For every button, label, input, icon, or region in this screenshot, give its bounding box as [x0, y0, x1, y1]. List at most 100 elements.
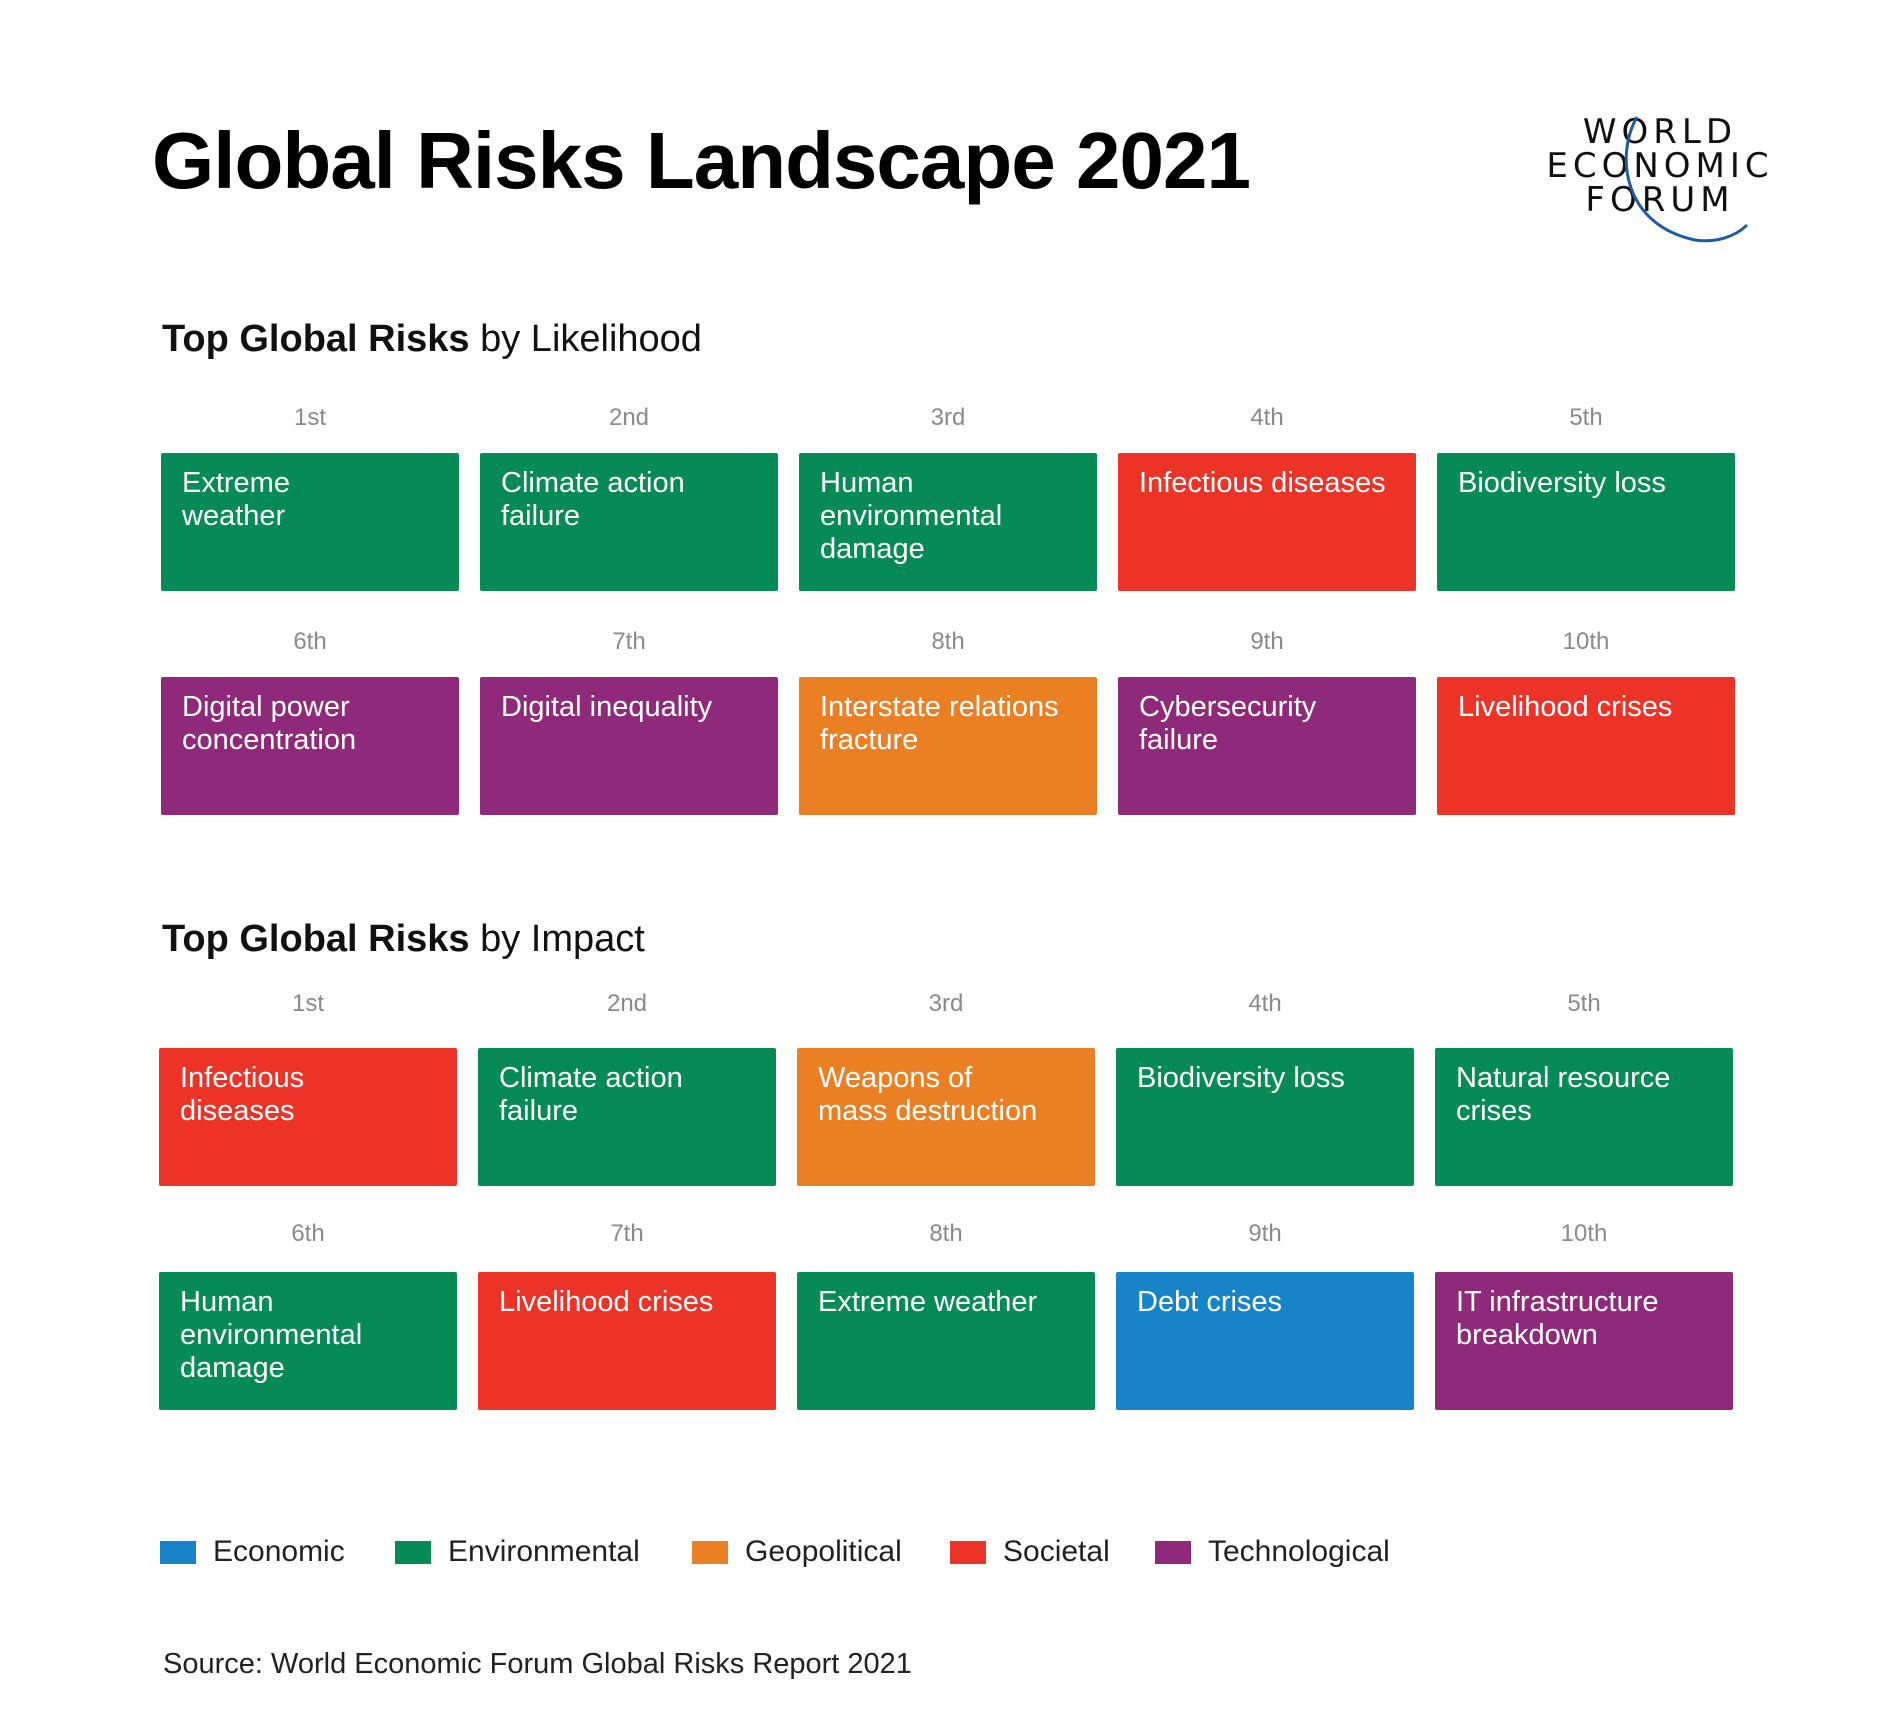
rank-label: 3rd: [930, 404, 966, 431]
logo-line-3: FORUM: [1585, 180, 1735, 220]
risk-label-line: Debt crises: [1137, 1286, 1283, 1318]
risk-label-line: weather: [182, 500, 286, 532]
rank-label: 5th: [1569, 404, 1603, 431]
rank-label: 6th: [291, 1220, 325, 1247]
risk-label-line: Human: [820, 467, 914, 499]
risk-box: Weapons of mass destruction: [797, 1048, 1095, 1186]
rank-label: 2nd: [608, 404, 650, 431]
legend-swatch: [160, 1540, 196, 1564]
risk-label-line: Natural resource: [1456, 1062, 1671, 1094]
risk-label-line: failure: [499, 1095, 578, 1127]
risk-box: Infectious diseases: [159, 1048, 457, 1186]
section-heading-bold: Top Global Risks: [162, 318, 470, 360]
risk-label-line: Climate action: [499, 1062, 683, 1094]
risk-box: Cybersecurity failure: [1118, 677, 1416, 815]
risk-label-line: Livelihood crises: [1458, 691, 1673, 723]
risk-label-line: Biodiversity loss: [1458, 467, 1666, 499]
risk-label-line: breakdown: [1456, 1319, 1598, 1351]
rank-label: 9th: [1250, 628, 1284, 655]
risk-label-line: Digital power: [182, 691, 350, 723]
logo-line-2: ECONOMIC: [1546, 146, 1774, 186]
risk-label-line: diseases: [180, 1095, 295, 1127]
risk-label-line: Climate action: [501, 467, 685, 499]
risk-label-line: Human: [180, 1286, 274, 1318]
page-title: Global Risks Landscape 2021: [152, 116, 1251, 205]
risk-box: Infectious diseases: [1118, 453, 1416, 591]
rank-label: 4th: [1248, 990, 1282, 1017]
risk-label-line: Digital inequality: [501, 691, 713, 723]
risk-box: Climate action failure: [478, 1048, 776, 1186]
logo-arc-icon: [1624, 116, 1749, 243]
risk-box: Interstate relations fracture: [799, 677, 1097, 815]
risk-box: Climate action failure: [480, 453, 778, 591]
risk-label-line: IT infrastructure: [1456, 1286, 1659, 1318]
risk-box: Livelihood crises: [1437, 677, 1735, 815]
risk-label-line: Extreme weather: [818, 1286, 1038, 1318]
risk-box: Digital power concentration: [161, 677, 459, 815]
section-heading: Top Global Risks by Impact: [162, 918, 645, 961]
section-heading: Top Global Risks by Likelihood: [162, 318, 702, 361]
section-heading-bold: Top Global Risks: [162, 918, 470, 960]
risk-box: Extreme weather: [161, 453, 459, 591]
risk-box: Biodiversity loss: [1116, 1048, 1414, 1186]
legend-label: Societal: [1003, 1535, 1110, 1568]
risk-box: Debt crises: [1116, 1272, 1414, 1410]
risk-box: Natural resource crises: [1435, 1048, 1733, 1186]
risk-label-line: Infectious diseases: [1139, 467, 1386, 499]
legend-label: Geopolitical: [745, 1535, 902, 1568]
risk-label-line: Interstate relations: [820, 691, 1059, 723]
logo-line-1: WORLD: [1582, 112, 1738, 152]
section-heading-rest: by Likelihood: [469, 318, 702, 360]
risk-label-line: crises: [1456, 1095, 1532, 1127]
risk-label-line: Biodiversity loss: [1137, 1062, 1345, 1094]
risk-label-line: failure: [501, 500, 580, 532]
rank-label: 3rd: [928, 990, 964, 1017]
rank-label: 8th: [929, 1220, 963, 1247]
rank-label: 10th: [1562, 628, 1610, 655]
risk-label-line: Weapons of: [818, 1062, 973, 1094]
risk-label-line: damage: [820, 533, 925, 565]
legend-label: Environmental: [448, 1535, 640, 1568]
risk-label-line: environmental: [820, 500, 1003, 532]
legend-swatch: [1155, 1540, 1191, 1564]
risk-box: Livelihood crises: [478, 1272, 776, 1410]
section-heading-rest: by Impact: [469, 918, 645, 960]
rank-label: 10th: [1560, 1220, 1608, 1247]
wef-logo: WORLD ECONOMIC FORUM: [1545, 115, 1775, 250]
legend-item: Technological: [1155, 1535, 1390, 1568]
legend-swatch: [950, 1540, 986, 1564]
rank-label: 6th: [293, 628, 327, 655]
legend-item: Environmental: [395, 1535, 640, 1568]
legend-label: Technological: [1208, 1535, 1390, 1568]
risk-label-line: fracture: [820, 724, 919, 756]
legend-swatch: [395, 1540, 431, 1564]
rank-label: 1st: [293, 404, 326, 431]
rank-label: 7th: [610, 1220, 644, 1247]
legend-item: Economic: [160, 1535, 345, 1568]
risk-label-line: Extreme: [182, 467, 290, 499]
rank-label: 5th: [1567, 990, 1601, 1017]
risk-label-line: mass destruction: [818, 1095, 1038, 1127]
risk-box: Biodiversity loss: [1437, 453, 1735, 591]
rank-label: 1st: [291, 990, 324, 1017]
rank-label: 4th: [1250, 404, 1284, 431]
risk-label-line: damage: [180, 1352, 285, 1384]
rank-label: 9th: [1248, 1220, 1282, 1247]
rank-label: 8th: [931, 628, 965, 655]
legend-label: Economic: [213, 1535, 345, 1568]
rank-label: 2nd: [606, 990, 648, 1017]
legend-swatch: [692, 1540, 728, 1564]
legend-item: Geopolitical: [692, 1535, 902, 1568]
risk-label-line: environmental: [180, 1319, 363, 1351]
risk-box: IT infrastructure breakdown: [1435, 1272, 1733, 1410]
risk-box: Digital inequality: [480, 677, 778, 815]
risk-label-line: concentration: [182, 724, 357, 756]
risk-label-line: Livelihood crises: [499, 1286, 714, 1318]
risk-box: Human environmental damage: [799, 453, 1097, 591]
risk-box: Human environmental damage: [159, 1272, 457, 1410]
rank-label: 7th: [612, 628, 646, 655]
source-note: Source: World Economic Forum Global Risk…: [163, 1648, 912, 1680]
risk-box: Extreme weather: [797, 1272, 1095, 1410]
risk-label-line: Infectious: [180, 1062, 305, 1094]
risk-label-line: Cybersecurity failure: [1139, 691, 1317, 756]
